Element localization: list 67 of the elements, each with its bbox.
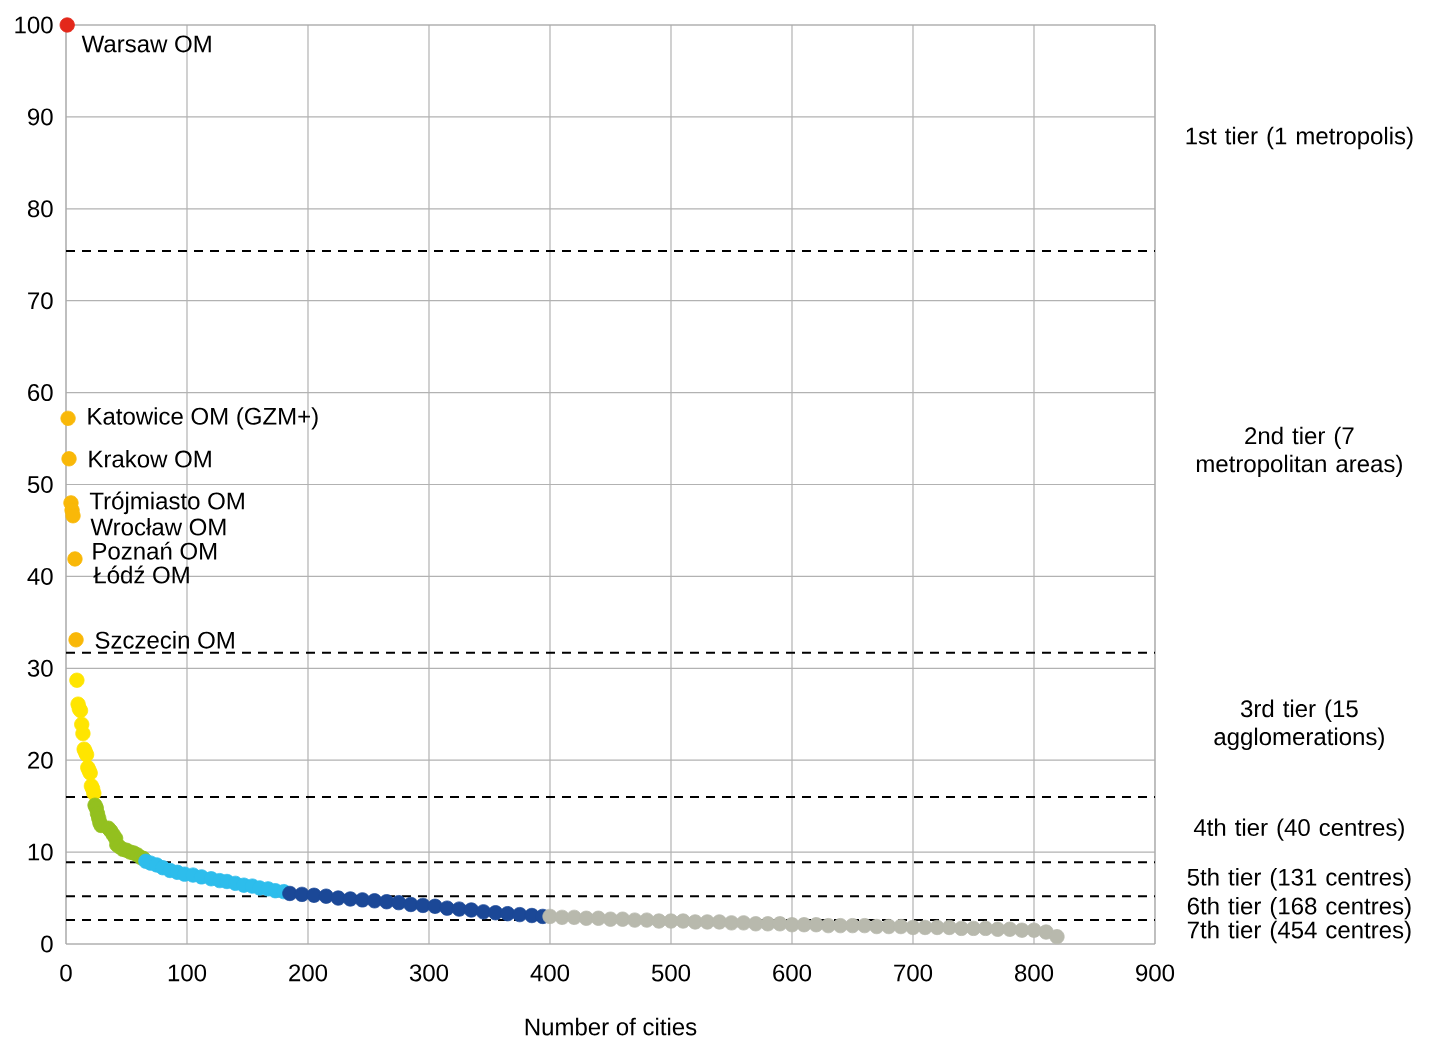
y-tick-label: 0 [41, 935, 53, 953]
x-tick-label: 500 [651, 964, 691, 982]
point [772, 916, 788, 932]
x-tick-label: 800 [1015, 964, 1054, 982]
point [60, 410, 76, 426]
point [61, 451, 77, 467]
y-tick-label: 10 [28, 843, 53, 861]
annotation: Łódź OM [93, 565, 189, 584]
point [1014, 922, 1030, 938]
text: 2nd tier (7 metropolitan areas) [1196, 426, 1402, 478]
annotation: Trójmiasto OM [89, 491, 244, 515]
point [893, 918, 909, 935]
y-tick-label: 40 [27, 567, 53, 585]
x-axis-title: Number of cities [525, 1017, 697, 1036]
point [318, 888, 334, 904]
point [554, 909, 570, 925]
point [427, 898, 443, 914]
y-tick-label: 100 [15, 16, 53, 34]
point [566, 909, 582, 925]
x-tick-label: 700 [894, 964, 933, 982]
point [415, 897, 431, 913]
text: 7th tier (454 centres) [1187, 920, 1411, 944]
text: 1st tier (1 metropolis) [1186, 126, 1413, 150]
text: 4th tier (40 centres) [1193, 818, 1404, 841]
annotation: Wrocław OM [90, 517, 226, 536]
text: 3rd tier (15 agglomerations) [1214, 699, 1384, 750]
point [675, 913, 691, 929]
point [917, 919, 933, 936]
point [391, 895, 407, 911]
x-tick-label: 300 [409, 964, 449, 982]
point [687, 914, 703, 930]
point [68, 632, 84, 648]
point [663, 913, 679, 929]
annotation: Poznań OM [93, 541, 217, 560]
annotation: Warsaw OM [81, 35, 211, 53]
point [796, 917, 812, 933]
x-tick-label: 100 [168, 964, 207, 982]
point [1049, 929, 1065, 945]
y-tick-label: 50 [27, 476, 53, 494]
point [439, 900, 455, 916]
y-tick-label: 90 [28, 108, 53, 126]
point [1026, 922, 1042, 938]
x-tick-label: 600 [773, 964, 812, 982]
y-tick-label: 20 [28, 751, 53, 769]
text: 6th tier (168 centres) [1187, 896, 1411, 920]
point [306, 887, 322, 903]
y-tick-label: 70 [28, 292, 53, 310]
point [69, 672, 85, 688]
y-tick-label: 80 [27, 200, 53, 218]
point [929, 919, 945, 936]
point [294, 886, 310, 902]
y-tick-label: 30 [27, 659, 53, 677]
point [542, 908, 558, 925]
x-tick-label: 0 [60, 964, 72, 982]
x-tick-label: 200 [289, 964, 328, 982]
x-tick-label: 900 [1136, 964, 1175, 982]
y-tick-label: 60 [28, 384, 53, 402]
annotation: Krakow OM [89, 449, 211, 468]
point [784, 917, 800, 933]
annotation: Szczecin OM [95, 630, 234, 649]
point [67, 551, 83, 567]
text: 5th tier (131 centres) [1187, 868, 1411, 891]
annotation: Katowice OM (GZM+) [88, 407, 318, 430]
x-tick-label: 400 [530, 964, 570, 982]
point [59, 17, 75, 33]
point [905, 919, 921, 936]
point [808, 917, 824, 933]
